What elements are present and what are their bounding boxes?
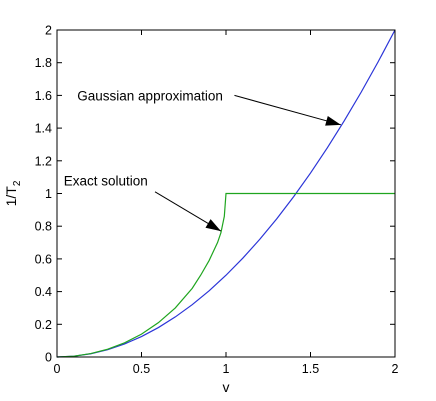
x-axis-label: v bbox=[223, 379, 230, 395]
y-tick-label: 1.4 bbox=[35, 122, 52, 136]
x-tick-label: 2 bbox=[392, 362, 399, 376]
y-tick-label: 1.6 bbox=[35, 89, 52, 103]
y-tick-label: 0.4 bbox=[35, 285, 52, 299]
x-tick-label: 0.5 bbox=[133, 362, 150, 376]
y-tick-label: 2 bbox=[45, 24, 52, 38]
x-tick-label: 0 bbox=[54, 362, 61, 376]
x-tick-labels: 0 0.5 1 1.5 2 bbox=[54, 362, 399, 376]
annotation-arrow-head bbox=[325, 116, 341, 126]
y-tick-label: 1 bbox=[45, 187, 52, 201]
x-tick-label: 1.5 bbox=[302, 362, 319, 376]
y-tick-labels: 0 0.2 0.4 0.6 0.8 1 1.2 1.4 1.6 1.8 2 bbox=[35, 24, 52, 365]
exact-solution-line bbox=[56, 192, 395, 358]
y-tick-label: 0.2 bbox=[35, 318, 52, 332]
y-tick-label: 1.8 bbox=[35, 56, 52, 70]
gaussian-approximation-line bbox=[56, 29, 396, 358]
annotation-arrow-line bbox=[234, 94, 342, 126]
y-axis-label: 1/T2 bbox=[3, 180, 23, 206]
annotation-gaussian-label: Gaussian approximation bbox=[77, 88, 223, 103]
plot-frame bbox=[56, 29, 396, 358]
series-layer bbox=[56, 29, 396, 358]
annotations: Gaussian approximation Exact solution bbox=[64, 88, 342, 232]
y-tick-label: 0.8 bbox=[35, 220, 52, 234]
y-axis-label-sub: 2 bbox=[12, 180, 23, 186]
x-tick-label: 1 bbox=[223, 362, 230, 376]
y-tick-label: 1.2 bbox=[35, 154, 52, 168]
annotation-exact-label: Exact solution bbox=[64, 173, 148, 188]
y-axis-label-main: 1/T bbox=[3, 186, 19, 207]
annotation-arrow-head bbox=[205, 219, 221, 232]
y-tick-label: 0.6 bbox=[35, 252, 52, 266]
y-tick-label: 0 bbox=[45, 351, 52, 365]
